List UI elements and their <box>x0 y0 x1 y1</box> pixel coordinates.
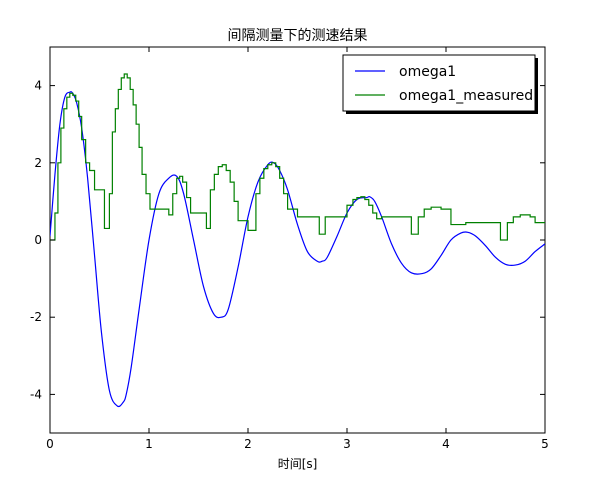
series-line-omega1-measured <box>50 73 545 241</box>
x-tick-label: 3 <box>343 437 351 451</box>
y-tick-label: 2 <box>34 156 42 170</box>
y-tick-label: 0 <box>34 233 42 247</box>
legend: omega1 omega1_measured <box>342 54 538 114</box>
legend-label: omega1_measured <box>399 88 533 104</box>
x-tick-label: 1 <box>145 437 153 451</box>
x-tick-label: 2 <box>244 437 252 451</box>
x-tick-label: 5 <box>541 437 549 451</box>
legend-label: omega1 <box>399 64 456 80</box>
y-tick-label: -4 <box>30 387 42 401</box>
x-tick-label: 0 <box>46 437 54 451</box>
x-tick-label: 4 <box>442 437 450 451</box>
legend-box <box>342 54 536 112</box>
y-tick-label: -2 <box>30 310 42 324</box>
y-tick-label: 4 <box>34 79 42 93</box>
chart-title: 间隔测量下的测速结果 <box>228 28 368 44</box>
x-axis-label: 时间[s] <box>278 457 318 471</box>
ticks-layer: 0 1 2 3 4 5 -4 -2 0 2 4 <box>30 47 549 451</box>
series-layer <box>50 73 545 408</box>
